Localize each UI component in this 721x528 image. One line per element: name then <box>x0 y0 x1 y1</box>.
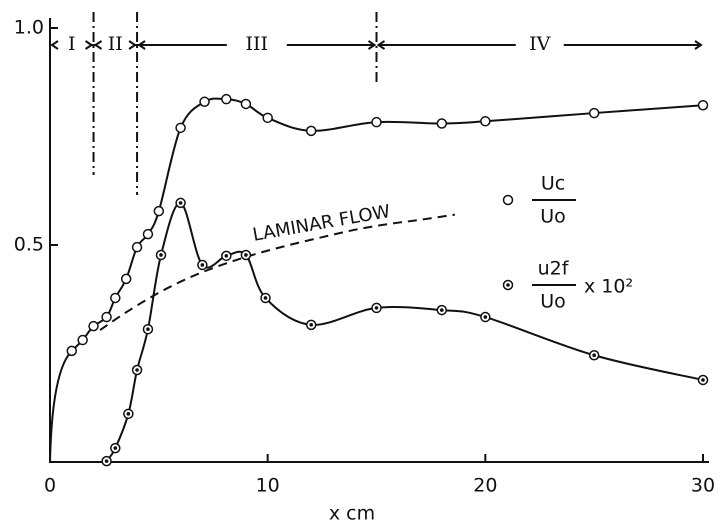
data-point-dot <box>104 459 109 463</box>
y-tick-label: 1.0 <box>14 17 44 39</box>
axes <box>49 18 709 463</box>
data-point-dot <box>374 306 379 310</box>
x-tick-label: 20 <box>473 475 497 497</box>
data-point <box>131 241 143 253</box>
data-point <box>88 320 99 332</box>
data-point-dot <box>440 308 444 312</box>
legend-denominator: Uo <box>540 291 566 313</box>
legend-denominator: Uo <box>540 206 566 228</box>
data-point-dot <box>146 327 150 331</box>
data-point-dot <box>309 323 314 327</box>
data-point <box>120 273 132 285</box>
data-point <box>371 116 382 128</box>
legend-suffix: x 10² <box>584 276 633 298</box>
region-label: I <box>68 33 76 55</box>
data-point <box>221 93 232 105</box>
series-curve <box>105 201 704 462</box>
data-point-dot <box>592 353 596 358</box>
data-point <box>240 98 252 110</box>
region-arrow <box>137 40 377 50</box>
data-point-dot <box>135 368 139 372</box>
x-tick-label: 0 <box>44 475 56 497</box>
region-arrow <box>91 40 140 50</box>
legend-numerator: Uc <box>541 173 565 195</box>
data-point <box>697 100 709 111</box>
x-tick-label: 30 <box>691 475 715 497</box>
region-label: IV <box>529 33 551 55</box>
data-point-dot <box>159 253 163 257</box>
region-arrow <box>376 40 703 50</box>
data-point <box>175 122 186 134</box>
legend-marker-dot <box>506 283 510 287</box>
region-label: III <box>246 33 269 55</box>
x-tick-label: 10 <box>256 475 280 497</box>
data-point <box>436 118 448 129</box>
data-point <box>588 107 600 119</box>
region-arrow <box>50 40 94 50</box>
data-point <box>77 334 88 346</box>
data-point-dot <box>113 446 118 450</box>
laminar-curve <box>99 213 456 331</box>
data-point <box>66 345 78 357</box>
data-point <box>199 96 210 108</box>
data-point-dot <box>178 201 183 205</box>
data-point <box>262 112 273 124</box>
data-point-dot <box>200 263 205 267</box>
data-point-dot <box>126 412 131 416</box>
data-point-dot <box>263 296 268 300</box>
legend-numerator: u2f <box>538 258 570 280</box>
x-axis-label: x cm <box>329 503 375 525</box>
data-point <box>153 205 165 217</box>
laminar-label: LAMINAR FLOW <box>251 201 392 246</box>
region-label: II <box>108 33 123 55</box>
data-point <box>305 125 317 137</box>
data-point <box>480 116 491 127</box>
data-point-dot <box>244 253 248 257</box>
legend-marker <box>502 194 514 206</box>
data-point-dot <box>483 315 488 319</box>
data-point <box>110 292 121 304</box>
data-point <box>142 228 154 240</box>
data-point-dot <box>224 254 229 258</box>
y-tick-label: 0.5 <box>14 234 44 256</box>
data-point <box>101 311 112 323</box>
data-point-dot <box>701 378 705 382</box>
